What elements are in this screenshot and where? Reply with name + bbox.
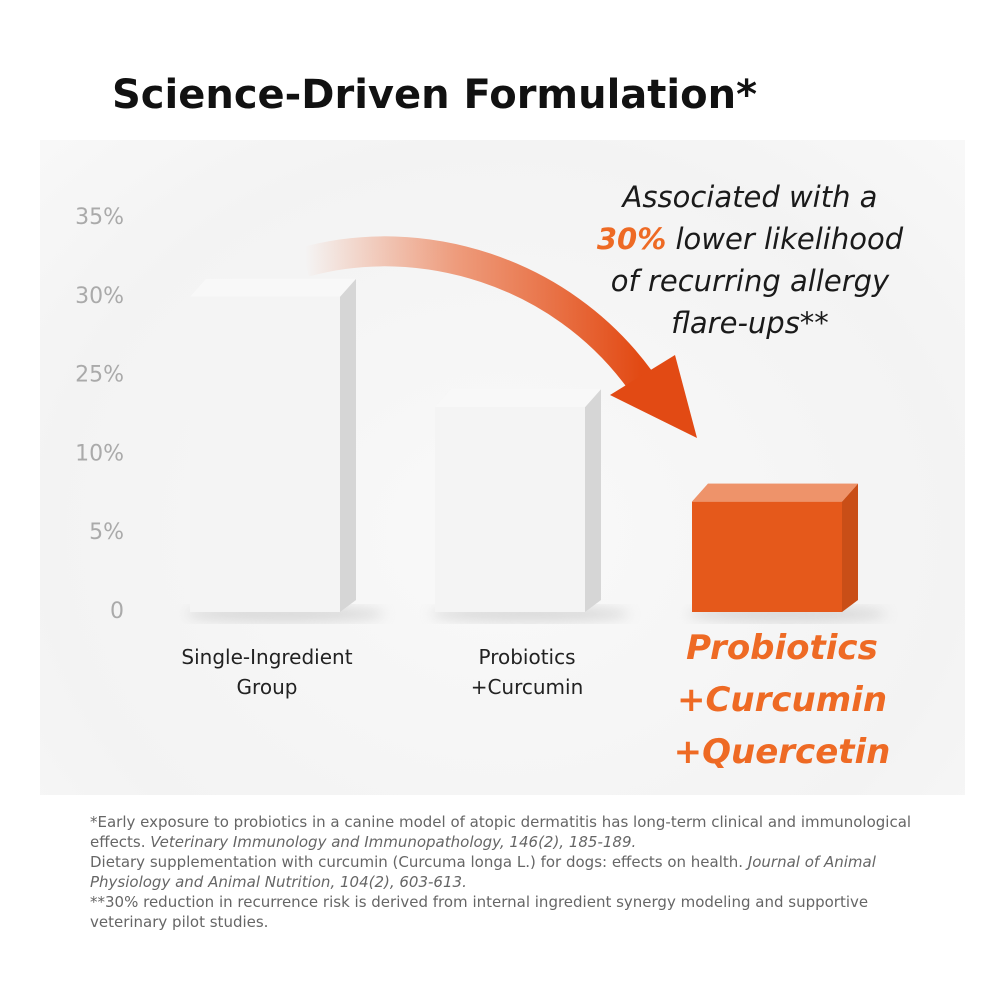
footnote: *Early exposure to probiotics in a canin… xyxy=(90,812,940,852)
footnotes: *Early exposure to probiotics in a canin… xyxy=(90,812,940,932)
bar-group xyxy=(185,278,385,622)
y-tick-label: 0 xyxy=(110,599,124,624)
x-tick-label: Single-Ingredient Group xyxy=(181,645,353,699)
footnote: **30% reduction in recurrence risk is de… xyxy=(90,892,940,932)
bar xyxy=(190,296,340,612)
annotation-highlight: 30% xyxy=(596,222,667,256)
y-tick-label: 10% xyxy=(75,441,124,466)
bar-top xyxy=(692,483,858,502)
annotation: Associated with a 30% lower likelihood of… xyxy=(590,176,910,344)
bar-top-light xyxy=(435,389,601,408)
footnote-text: Dietary supplementation with curcumin (C… xyxy=(90,853,744,871)
footnote-text: *Early exposure to probiotics in a canin… xyxy=(90,813,912,851)
bar-side-shade xyxy=(340,278,356,612)
bar-top xyxy=(190,278,356,297)
bar-top-light xyxy=(190,278,356,297)
annotation-text: lower likelihood of recurring allergy fl… xyxy=(610,222,904,340)
chart-title: Science-Driven Formulation* xyxy=(112,72,757,118)
trend-arrow xyxy=(300,236,697,438)
bar-side xyxy=(842,483,858,612)
bar-side xyxy=(340,278,356,612)
bar-group xyxy=(430,389,630,622)
bar-side-shade xyxy=(842,483,858,612)
y-tick-label: 35% xyxy=(75,205,124,230)
annotation-text: Associated with a xyxy=(622,180,878,214)
bar-group xyxy=(687,483,887,622)
bar xyxy=(435,407,585,612)
bar-top-light xyxy=(692,483,858,502)
y-tick-label: 25% xyxy=(75,363,124,388)
bar-side xyxy=(585,389,601,612)
footnote-source: Journal of Animal Physiology and Animal … xyxy=(90,853,876,891)
bar-side-shade xyxy=(585,389,601,612)
x-tick-label: Probiotics +Curcumin xyxy=(470,645,584,699)
bar-top xyxy=(435,389,601,408)
x-tick-label: Probiotics +Curcumin +Quercetin xyxy=(673,628,891,772)
footnote-source: Veterinary Immunology and Immunopatholog… xyxy=(150,833,637,851)
footnote-text: **30% reduction in recurrence risk is de… xyxy=(90,893,869,931)
bar xyxy=(692,501,842,612)
y-tick-label: 5% xyxy=(89,520,124,545)
y-tick-label: 30% xyxy=(75,284,124,309)
footnote: Dietary supplementation with curcumin (C… xyxy=(90,852,940,892)
